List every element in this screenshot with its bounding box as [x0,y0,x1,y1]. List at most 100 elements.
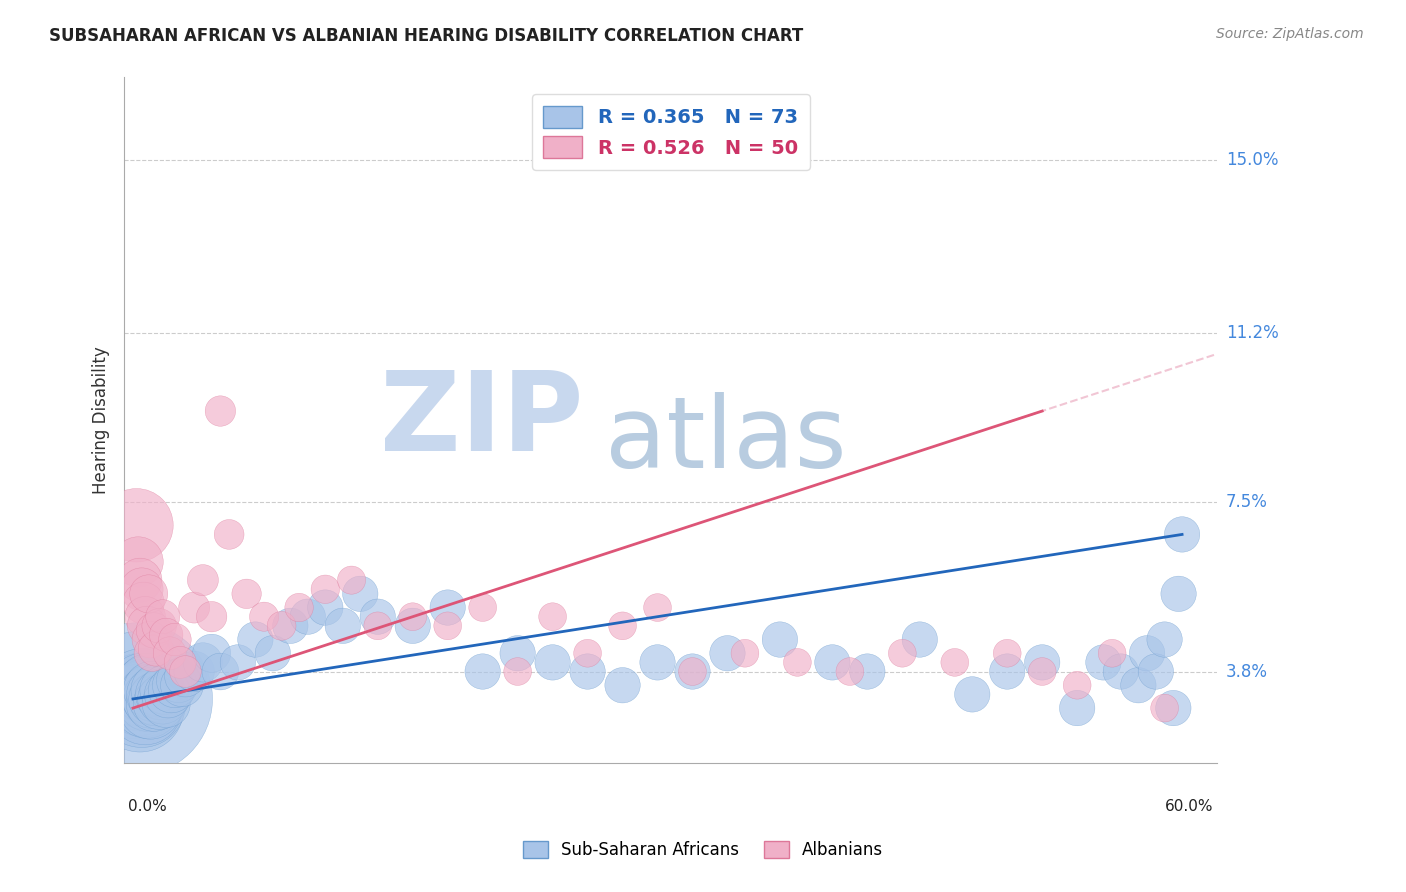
Point [1167,587,1189,601]
Point [786,656,808,670]
Point [155,628,177,642]
Point [169,656,191,670]
Point [153,682,176,697]
Point [141,646,163,660]
Point [139,632,162,647]
Point [1163,701,1185,715]
Legend: Sub-Saharan Africans, Albanians: Sub-Saharan Africans, Albanians [516,834,890,866]
Text: atlas: atlas [605,392,846,489]
Point [129,573,152,587]
Point [436,619,458,633]
Point [253,609,276,624]
Point [209,665,232,679]
Point [856,665,879,679]
Point [402,609,425,624]
Point [129,687,152,701]
Point [136,682,159,697]
Point [314,582,336,597]
Point [367,619,389,633]
Point [183,665,205,679]
Point [612,619,634,633]
Point [163,678,186,692]
Point [262,646,284,660]
Point [1066,678,1088,692]
Point [134,701,156,715]
Point [297,609,319,624]
Point [146,682,169,697]
Point [1109,665,1132,679]
Text: 11.2%: 11.2% [1226,325,1278,343]
Point [506,665,529,679]
Text: 7.5%: 7.5% [1226,493,1268,511]
Point [402,619,425,633]
Point [226,656,249,670]
Point [131,582,153,597]
Point [139,687,162,701]
Point [471,665,494,679]
Point [132,596,155,610]
Point [148,697,170,711]
Point [576,646,599,660]
Point [1153,701,1175,715]
Point [174,665,197,679]
Point [647,600,669,615]
Text: 3.8%: 3.8% [1226,663,1268,681]
Point [132,682,155,697]
Point [270,619,292,633]
Point [191,656,214,670]
Point [131,682,153,697]
Point [125,518,148,533]
Point [136,619,159,633]
Point [209,404,232,418]
Point [314,600,336,615]
Point [995,646,1018,660]
Point [141,692,163,706]
Point [908,632,931,647]
Text: SUBSAHARAN AFRICAN VS ALBANIAN HEARING DISABILITY CORRELATION CHART: SUBSAHARAN AFRICAN VS ALBANIAN HEARING D… [49,27,803,45]
Point [1144,665,1167,679]
Point [471,600,494,615]
Point [201,609,224,624]
Point [142,697,165,711]
Point [131,697,153,711]
Point [125,692,148,706]
Point [134,687,156,701]
Point [235,587,257,601]
Point [145,641,167,656]
Point [201,646,224,660]
Point [436,600,458,615]
Point [142,687,165,701]
Text: Source: ZipAtlas.com: Source: ZipAtlas.com [1216,27,1364,41]
Point [1031,665,1053,679]
Point [183,600,205,615]
Point [288,600,311,615]
Point [174,669,197,683]
Point [1153,632,1175,647]
Point [1101,646,1123,660]
Point [127,555,149,569]
Point [152,609,174,624]
Point [821,656,844,670]
Point [716,646,738,660]
Point [160,682,183,697]
Point [332,619,354,633]
Legend: R = 0.365   N = 73, R = 0.526   N = 50: R = 0.365 N = 73, R = 0.526 N = 50 [531,94,810,170]
Point [138,692,160,706]
Point [943,656,966,670]
Point [191,573,214,587]
Point [612,678,634,692]
Point [1092,656,1115,670]
Point [141,682,163,697]
Point [506,646,529,660]
Point [218,527,240,541]
Text: 15.0%: 15.0% [1226,151,1278,169]
Point [167,673,190,688]
Text: ZIP: ZIP [380,367,583,474]
Point [142,624,165,638]
Point [156,687,179,701]
Point [340,573,363,587]
Point [349,587,371,601]
Point [136,697,159,711]
Point [367,609,389,624]
Point [1031,656,1053,670]
